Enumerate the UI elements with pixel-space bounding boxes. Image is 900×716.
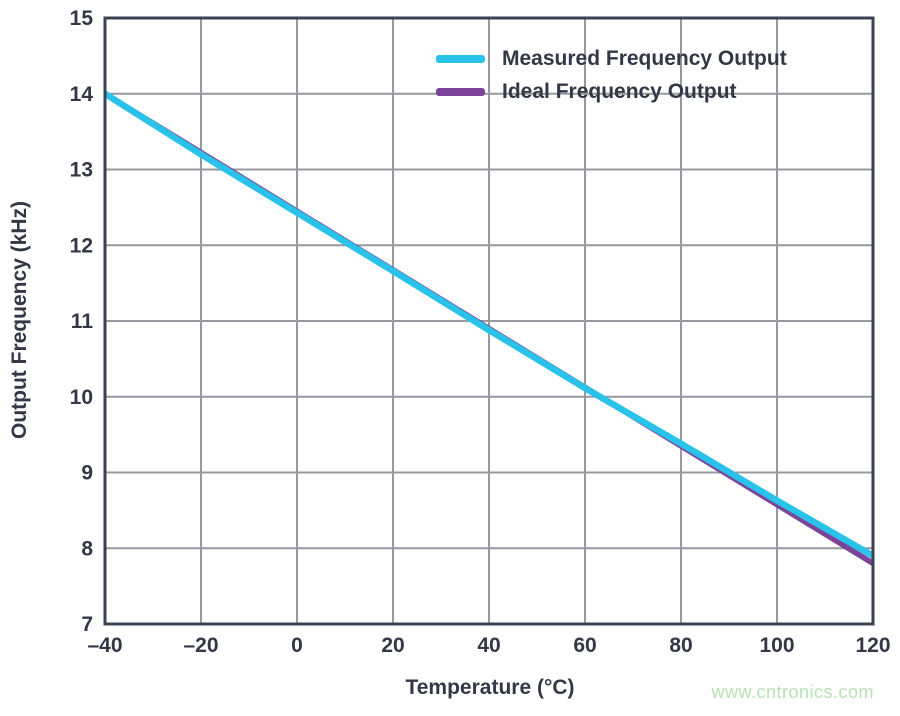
y-tick-label: 12 bbox=[70, 234, 93, 257]
series-line-measured bbox=[103, 91, 875, 559]
legend-label-ideal: Ideal Frequency Output bbox=[502, 80, 737, 103]
legend-swatch-ideal-icon bbox=[436, 88, 485, 96]
y-axis-label: Output Frequency (kHz) bbox=[8, 200, 31, 440]
legend-item-measured: Measured Frequency Output bbox=[436, 44, 787, 74]
y-tick-label: 7 bbox=[81, 613, 93, 636]
legend-item-ideal: Ideal Frequency Output bbox=[436, 77, 787, 107]
x-tick-label: –40 bbox=[87, 634, 122, 657]
x-tick-label: 120 bbox=[855, 634, 890, 657]
x-tick-label: 0 bbox=[291, 634, 303, 657]
y-tick-label: 14 bbox=[70, 83, 94, 106]
x-tick-label: 20 bbox=[381, 634, 404, 657]
watermark: www.cntronics.com bbox=[711, 682, 874, 702]
y-tick-label: 15 bbox=[70, 7, 94, 30]
legend-label-measured: Measured Frequency Output bbox=[502, 47, 787, 70]
y-tick-label: 8 bbox=[81, 537, 93, 560]
y-tick-label: 9 bbox=[81, 462, 93, 485]
legend-swatch-measured-icon bbox=[436, 55, 485, 63]
y-tick-label: 11 bbox=[71, 310, 94, 333]
y-tick-label: 13 bbox=[70, 159, 93, 182]
x-axis-label: Temperature (°C) bbox=[405, 676, 575, 699]
legend: Measured Frequency Output Ideal Frequenc… bbox=[436, 44, 787, 107]
x-tick-label: 60 bbox=[573, 634, 596, 657]
x-tick-label: 100 bbox=[759, 634, 794, 657]
plot-frame bbox=[103, 16, 875, 626]
x-tick-label: 80 bbox=[669, 634, 692, 657]
x-tick-label: 40 bbox=[477, 634, 500, 657]
y-tick-label: 10 bbox=[70, 386, 93, 409]
x-tick-label: –20 bbox=[183, 634, 218, 657]
